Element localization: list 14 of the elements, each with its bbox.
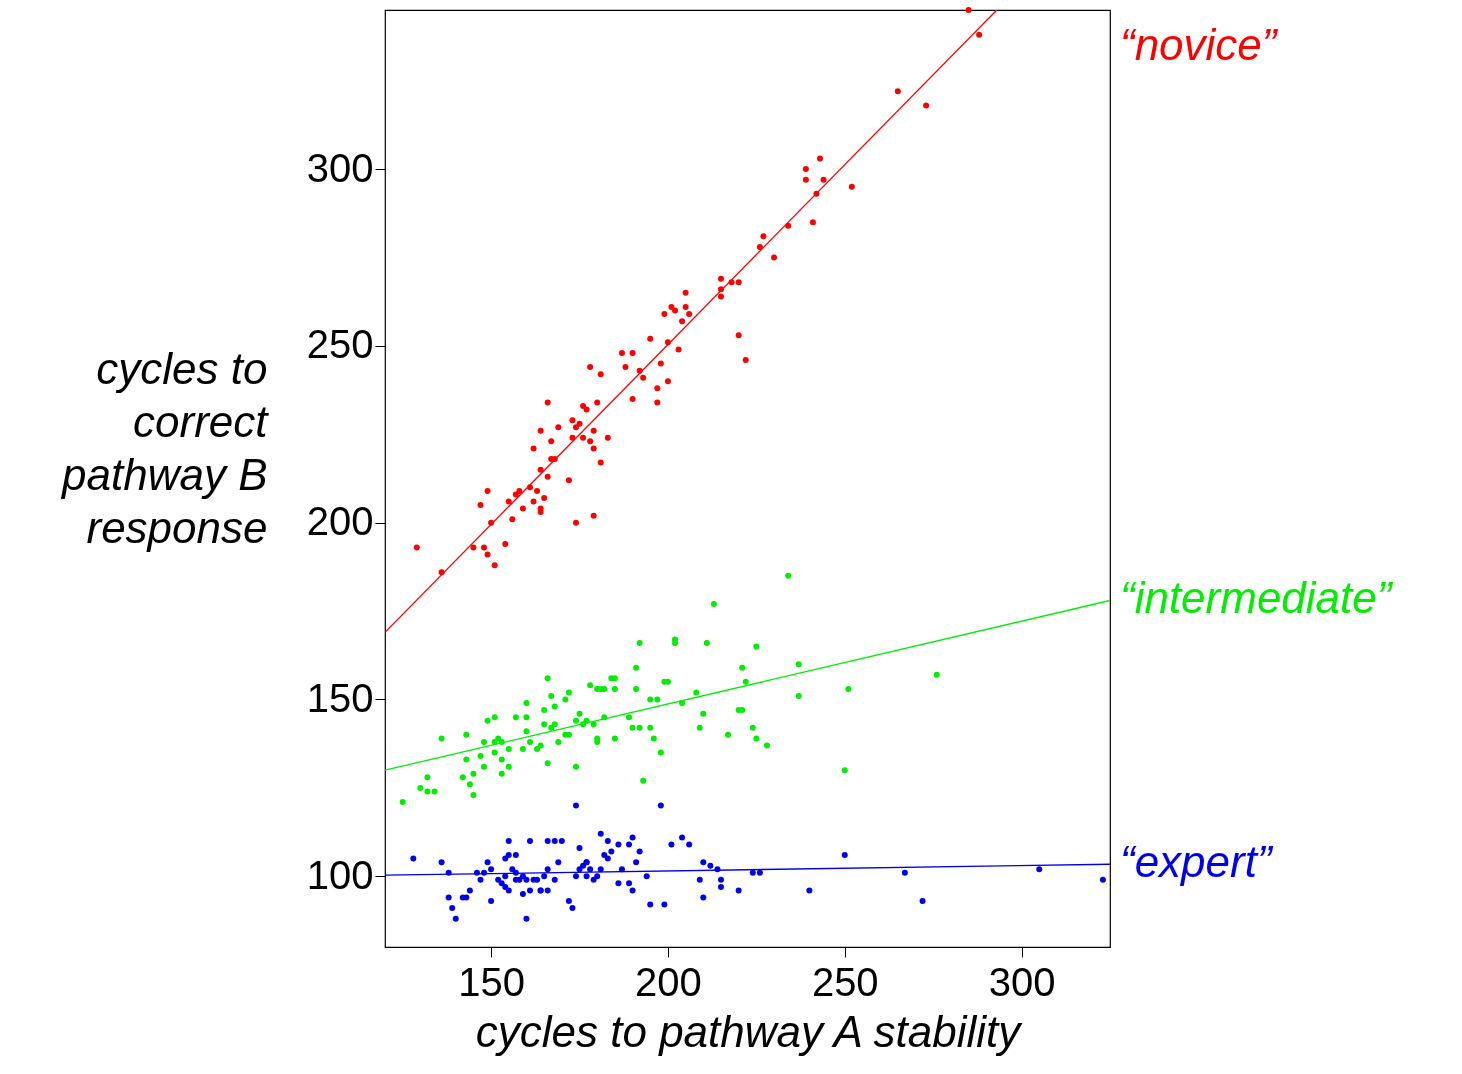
series-label: “expert” xyxy=(1120,837,1274,887)
y-tick-label: 100 xyxy=(306,852,374,897)
x-tick-label: 200 xyxy=(635,959,702,1004)
y-tick-label: 200 xyxy=(306,499,374,544)
text: “novice” xyxy=(1120,20,1279,70)
y-tick-label: 150 xyxy=(306,675,374,720)
x-tick-label: 150 xyxy=(458,959,525,1004)
x-tick-label: 300 xyxy=(988,959,1056,1004)
x-axis-title: cycles to pathway A stability xyxy=(475,1006,1024,1056)
series-label: “intermediate” xyxy=(1120,573,1394,623)
y-tick-label: 300 xyxy=(306,145,374,190)
y-tick-label: 250 xyxy=(306,322,374,367)
y-axis-title: cycles to correct pathway B response xyxy=(60,343,270,552)
x-tick-label: 250 xyxy=(811,959,879,1004)
